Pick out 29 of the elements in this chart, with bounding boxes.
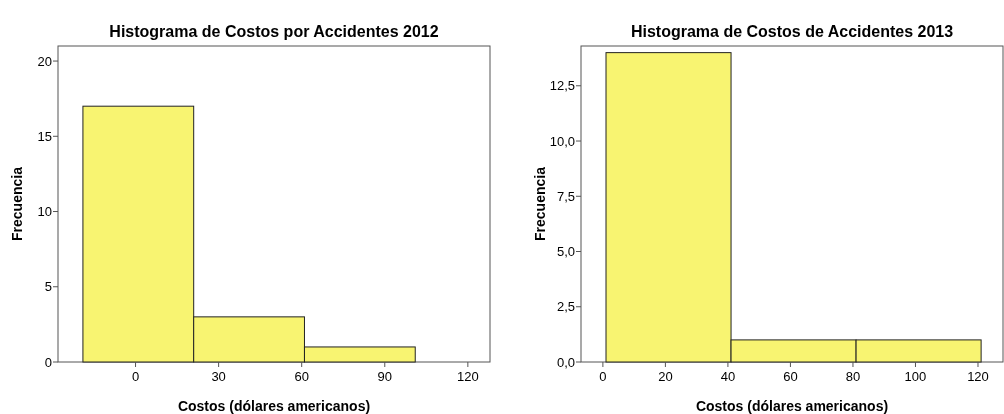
x-tick-label: 100	[904, 369, 927, 384]
x-tick-label: 60	[783, 369, 798, 384]
y-tick-label: 20	[37, 53, 52, 69]
y-tick-label: 7,5	[556, 188, 575, 204]
x-tick-label: 80	[845, 369, 861, 384]
x-tick-label: 30	[211, 369, 226, 384]
y-tick-label: 5,0	[556, 244, 575, 260]
x-tick-label: 120	[456, 369, 479, 384]
y-tick-label: 0,0	[556, 354, 575, 370]
chart-title: Histograma de Costos por Accidentes 2012	[109, 23, 439, 40]
x-tick-label: 0	[131, 369, 140, 384]
x-axis-title: Costos (dólares americanos)	[695, 398, 889, 414]
x-tick-label: 60	[294, 369, 309, 384]
y-tick-label: 15	[37, 128, 52, 144]
chart-title: Histograma de Costos de Accidentes 2013	[630, 23, 954, 40]
x-tick-label: 90	[377, 369, 392, 384]
x-tick-label: 40	[720, 369, 736, 384]
y-axis-title: Frecuencia	[9, 166, 25, 241]
y-axis-title: Frecuencia	[532, 166, 548, 241]
x-tick-label: 0	[599, 369, 607, 384]
x-axis-title: Costos (dólares americanos)	[177, 398, 371, 414]
y-tick-label: 10	[37, 204, 52, 220]
y-tick-label: 10,0	[549, 133, 575, 149]
y-tick-label: 5	[44, 279, 52, 295]
x-tick-label: 120	[967, 369, 989, 384]
y-tick-label: 2,5	[556, 299, 575, 315]
y-tick-label: 0	[44, 354, 52, 370]
y-tick-label: 12,5	[549, 78, 575, 94]
x-tick-label: 20	[658, 369, 673, 384]
